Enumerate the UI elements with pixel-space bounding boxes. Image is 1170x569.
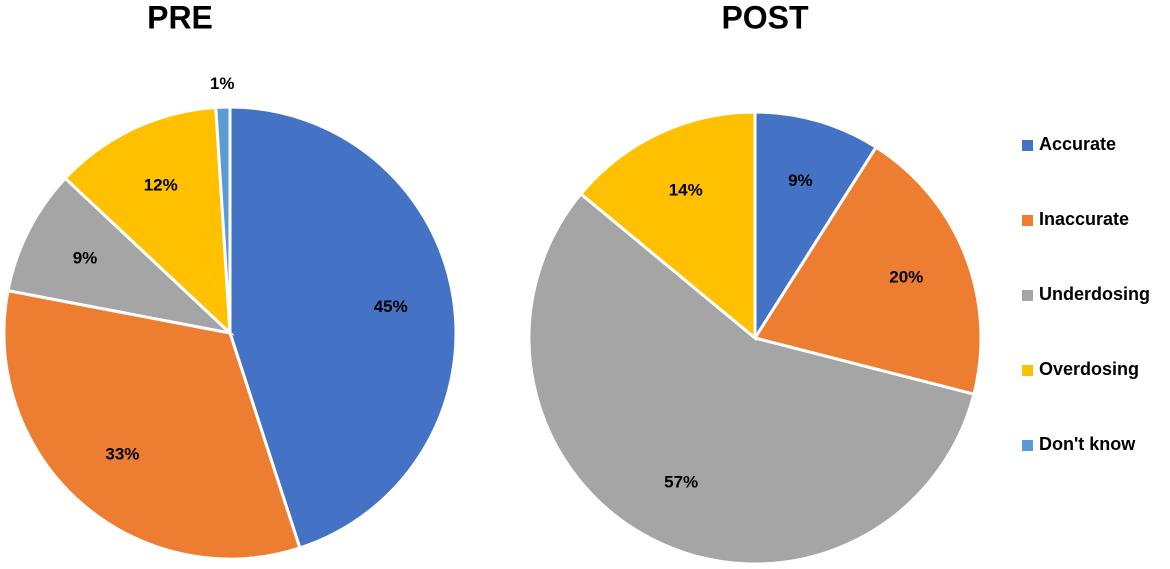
legend-label: Accurate xyxy=(1039,134,1116,154)
data-label: 33% xyxy=(105,445,139,464)
pie-slice xyxy=(214,105,232,334)
data-label: 9% xyxy=(73,249,98,268)
pie-slice xyxy=(752,145,983,397)
pie-slice xyxy=(578,110,757,342)
pie-slice xyxy=(6,176,235,336)
pie-slice xyxy=(228,105,458,550)
pie-slice xyxy=(2,288,302,561)
pie-slice xyxy=(63,105,232,337)
data-label: 14% xyxy=(669,180,703,199)
data-label: 9% xyxy=(788,171,813,190)
data-label: 12% xyxy=(144,175,178,194)
data-label: 20% xyxy=(889,268,923,287)
chart-title: PRE xyxy=(147,0,213,35)
data-label: 57% xyxy=(664,472,698,491)
legend-swatch xyxy=(1022,440,1033,451)
legend-swatch xyxy=(1022,290,1033,301)
legend-swatch xyxy=(1022,215,1033,226)
legend-swatch xyxy=(1022,365,1033,376)
data-label: 45% xyxy=(374,297,408,316)
pie-slice xyxy=(753,110,879,344)
legend-label: Overdosing xyxy=(1039,359,1139,379)
legend-swatch xyxy=(1022,140,1033,151)
pie-slice xyxy=(527,191,976,566)
legend-label: Underdosing xyxy=(1039,284,1150,304)
data-label: 1% xyxy=(210,74,235,93)
legend-label: Don't know xyxy=(1039,434,1136,454)
chart-title: POST xyxy=(721,0,809,35)
legend-label: Inaccurate xyxy=(1039,209,1129,229)
